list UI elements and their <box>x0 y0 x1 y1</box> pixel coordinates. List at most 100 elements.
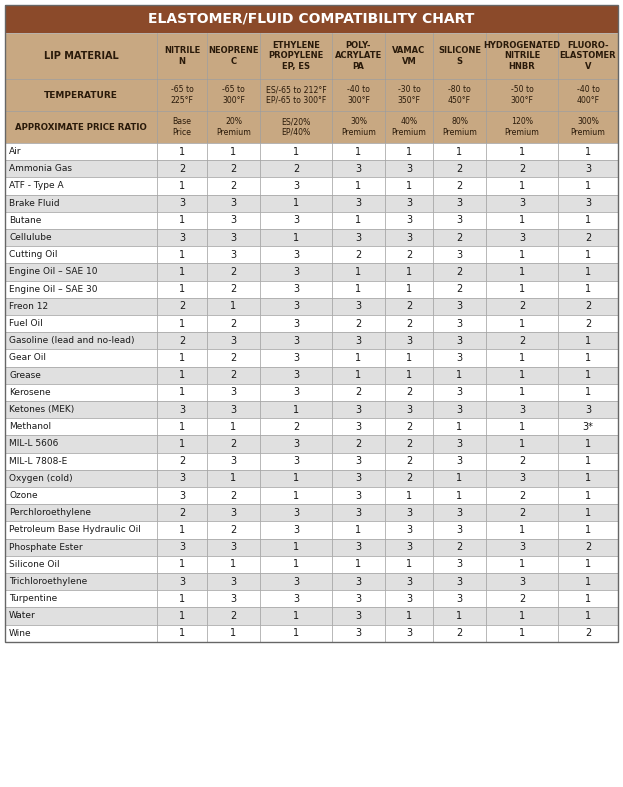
Text: LIP MATERIAL: LIP MATERIAL <box>44 51 118 61</box>
Bar <box>385 625 433 642</box>
Bar <box>486 297 558 315</box>
Text: 2: 2 <box>406 249 412 260</box>
Text: 1: 1 <box>406 490 412 501</box>
Bar <box>433 435 486 453</box>
Text: 3: 3 <box>293 216 299 225</box>
Bar <box>385 590 433 608</box>
Bar <box>332 315 385 332</box>
Text: 1: 1 <box>179 594 185 604</box>
Bar <box>157 143 207 161</box>
Bar <box>332 229 385 246</box>
Bar <box>385 367 433 384</box>
Text: 2: 2 <box>406 474 412 483</box>
Text: 2: 2 <box>406 387 412 397</box>
Bar <box>157 556 207 573</box>
Text: 2: 2 <box>231 611 237 621</box>
Text: 3: 3 <box>457 577 462 586</box>
Bar <box>5 5 618 33</box>
Bar <box>157 522 207 538</box>
Text: 1: 1 <box>293 198 299 209</box>
Text: Petroleum Base Hydraulic Oil: Petroleum Base Hydraulic Oil <box>9 526 141 534</box>
Text: 3: 3 <box>356 301 361 312</box>
Bar <box>5 538 157 556</box>
Text: 3: 3 <box>231 405 237 415</box>
Text: 3: 3 <box>356 594 361 604</box>
Bar <box>558 297 618 315</box>
Bar <box>260 246 332 264</box>
Text: 1: 1 <box>585 181 591 191</box>
Text: 1: 1 <box>519 249 525 260</box>
Bar <box>558 625 618 642</box>
Text: Freon 12: Freon 12 <box>9 302 48 311</box>
Text: 3: 3 <box>356 456 361 466</box>
Text: 2: 2 <box>457 181 463 191</box>
Text: 1: 1 <box>356 353 361 363</box>
Text: FLUORO-
ELASTOMER
V: FLUORO- ELASTOMER V <box>559 42 616 71</box>
Text: 40%
Premium: 40% Premium <box>392 117 426 136</box>
Bar <box>260 194 332 212</box>
Bar <box>486 453 558 470</box>
Text: 3: 3 <box>293 439 299 449</box>
Text: 2: 2 <box>519 508 525 518</box>
Bar <box>385 401 433 418</box>
Bar <box>433 573 486 590</box>
Bar <box>260 384 332 401</box>
Text: 1: 1 <box>585 577 591 586</box>
Text: 3: 3 <box>457 336 462 345</box>
Bar <box>385 177 433 194</box>
Text: 3: 3 <box>179 233 185 242</box>
Bar <box>558 349 618 367</box>
Text: 1: 1 <box>179 284 185 294</box>
Bar <box>207 573 260 590</box>
Text: 1: 1 <box>457 370 462 380</box>
Text: 3: 3 <box>406 336 412 345</box>
Bar <box>332 556 385 573</box>
Bar <box>558 33 618 79</box>
Bar <box>385 487 433 504</box>
Bar <box>433 297 486 315</box>
Bar <box>207 435 260 453</box>
Text: 2: 2 <box>179 301 185 312</box>
Text: 3: 3 <box>457 198 462 209</box>
Text: Gasoline (lead and no-lead): Gasoline (lead and no-lead) <box>9 336 135 345</box>
Bar <box>5 194 157 212</box>
Text: 3: 3 <box>179 542 185 552</box>
Bar <box>5 315 157 332</box>
Bar <box>558 608 618 625</box>
Bar <box>5 111 157 143</box>
Bar <box>385 418 433 435</box>
Text: Brake Fluid: Brake Fluid <box>9 198 60 208</box>
Text: 3: 3 <box>231 594 237 604</box>
Text: Ozone: Ozone <box>9 491 37 500</box>
Bar <box>5 487 157 504</box>
Bar <box>207 590 260 608</box>
Bar <box>5 281 157 297</box>
Bar <box>157 573 207 590</box>
Text: 3: 3 <box>356 577 361 586</box>
Bar <box>558 161 618 177</box>
Text: Base
Price: Base Price <box>173 117 191 136</box>
Bar <box>260 625 332 642</box>
Bar <box>385 470 433 487</box>
Text: 3: 3 <box>293 577 299 586</box>
Text: 2: 2 <box>179 508 185 518</box>
Text: 1: 1 <box>585 267 591 277</box>
Bar <box>486 332 558 349</box>
Bar <box>5 384 157 401</box>
Bar <box>260 435 332 453</box>
Text: 2: 2 <box>179 456 185 466</box>
Bar <box>433 33 486 79</box>
Bar <box>385 315 433 332</box>
Text: 3: 3 <box>585 198 591 209</box>
Text: 1: 1 <box>179 525 185 535</box>
Bar <box>157 608 207 625</box>
Bar <box>332 349 385 367</box>
Text: 3: 3 <box>293 594 299 604</box>
Text: 3: 3 <box>406 405 412 415</box>
Bar <box>433 315 486 332</box>
Text: 1: 1 <box>406 370 412 380</box>
Bar <box>260 504 332 522</box>
Text: 1: 1 <box>293 542 299 552</box>
Text: 1: 1 <box>231 474 237 483</box>
Text: 1: 1 <box>585 439 591 449</box>
